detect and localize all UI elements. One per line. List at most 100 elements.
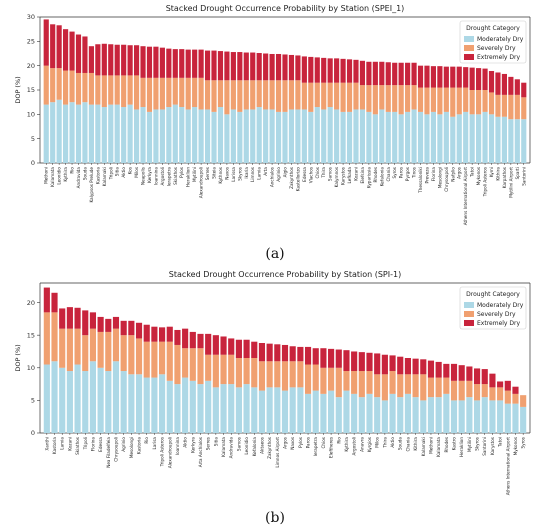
bar-segment-extremely-dry [66, 307, 73, 329]
bar-segment-severely-dry [185, 77, 191, 110]
x-tick-label: Tripoli Asteros [160, 437, 165, 467]
bar-segment-extremely-dry [420, 359, 427, 375]
bar-segment-moderately-dry [288, 109, 295, 163]
bar-segment-extremely-dry [412, 358, 419, 375]
bar-segment-extremely-dry [82, 310, 89, 336]
bar-segment-severely-dry [404, 374, 411, 394]
x-tick-label: Syros [392, 167, 397, 179]
x-tick-label: Mykonos [513, 437, 518, 455]
legend-box [459, 20, 527, 64]
bar-segment-moderately-dry [82, 371, 89, 433]
bar-segment-severely-dry [301, 82, 307, 110]
x-tick-label: Paros [306, 437, 311, 448]
bar-segment-moderately-dry [179, 107, 185, 163]
bar-segment-extremely-dry [346, 59, 353, 83]
x-tick-label: Kefalonia [252, 437, 257, 457]
bar-segment-severely-dry [288, 80, 295, 110]
bar-segment-moderately-dry [473, 400, 481, 433]
bar-segment-moderately-dry [135, 374, 143, 433]
bar-segment-moderately-dry [192, 107, 198, 163]
bar-segment-extremely-dry [43, 287, 50, 313]
bar-segment-severely-dry [192, 77, 198, 108]
bar-segment-severely-dry [308, 82, 314, 112]
x-tick-label: Kithira [495, 167, 500, 181]
x-tick-label: Skyros [475, 437, 480, 451]
bar-segment-moderately-dry [301, 109, 307, 163]
legend-box [459, 286, 527, 330]
bar-segment-moderately-dry [51, 361, 58, 433]
bar-segment-moderately-dry [269, 109, 275, 163]
x-tick-label: Ierapetra [313, 437, 318, 457]
bar-segment-extremely-dry [189, 331, 196, 349]
bar-segment-severely-dry [189, 348, 196, 381]
bar-segment-extremely-dry [217, 51, 224, 81]
x-tick-label: Florina [90, 437, 95, 452]
bar-segment-severely-dry [366, 85, 372, 112]
bar-segment-moderately-dry [243, 384, 250, 433]
bar-segment-severely-dry [56, 68, 62, 100]
bar-segment-moderately-dry [88, 104, 94, 163]
bar-segment-severely-dry [466, 380, 473, 398]
bar-segment-extremely-dry [404, 358, 411, 375]
bar-segment-moderately-dry [424, 114, 430, 163]
bar-segment-extremely-dry [250, 52, 256, 81]
bar-segment-severely-dry [417, 87, 424, 112]
x-tick-label: Kalamata [221, 437, 226, 457]
x-tick-label: Kastro [452, 437, 457, 451]
bar-segment-extremely-dry [334, 58, 340, 83]
bar-segment-moderately-dry [256, 107, 262, 163]
bar-segment-extremely-dry [224, 51, 230, 81]
bar-segment-extremely-dry [476, 68, 482, 90]
chart-panel-a: Stacked Drought Occurrence Probability b… [0, 0, 550, 245]
x-tick-label: Kefalonia [379, 167, 384, 187]
bar-segment-extremely-dry [198, 49, 204, 78]
bar-segment-severely-dry [443, 377, 450, 394]
bar-segment-severely-dry [450, 380, 458, 401]
x-tick-label: Heraklion [186, 167, 191, 187]
bar-segment-moderately-dry [82, 102, 88, 163]
bar-segment-extremely-dry [430, 66, 437, 88]
x-tick-label: Arta [263, 167, 268, 176]
bar-segment-extremely-dry [192, 49, 198, 78]
x-tick-label: Kastellorizo [295, 167, 300, 192]
x-tick-label: Methoni [428, 437, 433, 454]
bar-segment-moderately-dry [266, 387, 273, 433]
bar-segment-extremely-dry [185, 49, 191, 78]
bar-segment-extremely-dry [372, 61, 378, 86]
bar-segment-extremely-dry [469, 67, 475, 90]
x-tick-label: Lefkada [347, 167, 352, 184]
bar-segment-severely-dry [343, 371, 350, 391]
bar-segment-moderately-dry [166, 380, 173, 433]
bar-segment-moderately-dry [463, 111, 469, 163]
bar-segment-moderately-dry [304, 393, 312, 433]
bar-segment-severely-dry [508, 94, 514, 120]
bar-segment-moderately-dry [385, 111, 391, 163]
bar-segment-severely-dry [481, 384, 488, 398]
x-tick-label: Thira [321, 167, 326, 179]
bar-segment-severely-dry [411, 85, 417, 110]
bar-segment-moderately-dry [114, 104, 120, 163]
x-tick-label: Limnos [250, 167, 255, 182]
bar-segment-moderately-dry [275, 111, 282, 163]
bar-segment-moderately-dry [501, 116, 507, 163]
x-tick-label: Argostoli [160, 167, 165, 185]
bar-segment-extremely-dry [482, 68, 488, 90]
bar-segment-severely-dry [297, 361, 304, 388]
x-tick-label: Serres [205, 167, 210, 180]
bar-segment-severely-dry [359, 85, 366, 110]
bar-segment-extremely-dry [159, 327, 166, 342]
bar-segment-severely-dry [263, 80, 269, 110]
bar-segment-moderately-dry [66, 371, 73, 433]
bar-segment-severely-dry [340, 82, 346, 112]
x-tick-label: Souda [398, 437, 403, 451]
bar-segment-severely-dry [89, 328, 97, 362]
legend-swatch [464, 45, 474, 51]
bar-segment-extremely-dry [327, 58, 333, 83]
bar-segment-extremely-dry [172, 49, 178, 78]
bar-segment-moderately-dry [43, 364, 50, 433]
bar-segment-extremely-dry [243, 339, 250, 358]
chart-b-svg: Stacked Drought Occurrence Probability b… [14, 270, 531, 495]
bar-segment-severely-dry [469, 90, 475, 115]
bar-segment-severely-dry [351, 371, 358, 394]
x-tick-label: Santorini [521, 167, 526, 186]
